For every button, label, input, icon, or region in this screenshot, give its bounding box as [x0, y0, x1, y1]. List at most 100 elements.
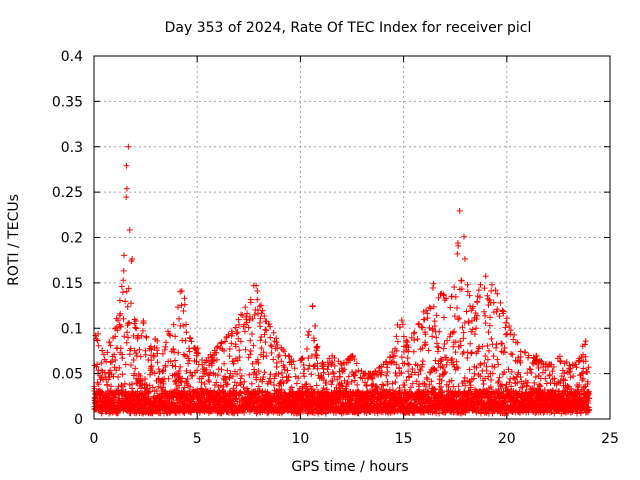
data-point	[137, 385, 144, 392]
data-point	[226, 353, 233, 360]
data-point	[119, 371, 126, 378]
data-point	[237, 338, 244, 345]
data-point	[433, 312, 440, 319]
data-point	[488, 287, 495, 294]
data-point	[369, 382, 376, 389]
data-point	[234, 371, 241, 378]
data-point	[466, 366, 473, 373]
data-point	[153, 388, 160, 395]
data-point	[123, 288, 130, 295]
data-point	[257, 315, 264, 322]
data-point	[494, 356, 501, 363]
data-point	[112, 333, 119, 340]
data-point	[183, 329, 190, 336]
data-point	[543, 380, 550, 387]
data-point	[187, 383, 194, 390]
data-point	[160, 380, 167, 387]
data-point	[121, 380, 128, 387]
data-point	[249, 315, 256, 322]
data-point	[117, 310, 124, 317]
data-point	[185, 360, 192, 367]
data-point	[503, 320, 510, 327]
data-point	[213, 349, 220, 356]
data-point	[107, 342, 114, 349]
data-point	[117, 345, 124, 352]
data-point	[148, 346, 155, 353]
data-point	[510, 336, 517, 343]
data-point	[468, 349, 475, 356]
data-point	[94, 337, 101, 344]
data-point	[276, 352, 283, 359]
data-point	[455, 383, 462, 390]
data-point	[281, 348, 288, 355]
data-point	[177, 288, 184, 295]
data-point	[110, 373, 117, 380]
data-point	[180, 322, 187, 329]
data-point	[270, 382, 277, 389]
data-point	[130, 372, 137, 379]
data-point	[126, 226, 133, 233]
y-tick-label: 0.15	[52, 276, 83, 292]
data-point	[107, 367, 114, 374]
data-point	[246, 371, 253, 378]
data-point	[134, 335, 141, 342]
x-tick-label: 25	[601, 431, 619, 447]
data-point	[503, 315, 510, 322]
data-point	[226, 345, 233, 352]
data-point	[258, 345, 265, 352]
data-point	[120, 277, 127, 284]
data-point	[293, 380, 300, 387]
data-point	[218, 339, 225, 346]
data-point	[542, 375, 549, 382]
data-point	[331, 363, 338, 370]
data-point	[172, 357, 179, 364]
data-point	[108, 383, 115, 390]
data-point	[452, 349, 459, 356]
data-point	[438, 357, 445, 364]
data-point	[125, 285, 132, 292]
data-point	[226, 390, 233, 397]
data-point	[205, 377, 212, 384]
data-point	[235, 321, 242, 328]
data-point	[147, 388, 154, 395]
data-point	[154, 350, 161, 357]
y-tick-label: 0.4	[61, 49, 83, 65]
data-point	[309, 302, 316, 309]
data-point	[213, 356, 220, 363]
data-point	[532, 374, 539, 381]
data-point	[121, 333, 128, 340]
data-point	[116, 297, 123, 304]
data-point	[546, 371, 553, 378]
data-point	[398, 354, 405, 361]
data-point	[237, 375, 244, 382]
data-point	[113, 367, 120, 374]
data-point	[206, 378, 213, 385]
data-point	[235, 316, 242, 323]
data-point	[482, 273, 489, 280]
data-point	[242, 346, 249, 353]
data-point	[167, 332, 174, 339]
data-point	[249, 360, 256, 367]
data-point	[181, 295, 188, 302]
data-point	[201, 380, 208, 387]
data-point	[267, 323, 274, 330]
data-point	[308, 371, 315, 378]
data-point	[258, 302, 265, 309]
data-point	[178, 302, 185, 309]
data-point	[223, 381, 230, 388]
data-point	[146, 382, 153, 389]
data-point	[255, 367, 262, 374]
data-point	[123, 194, 130, 201]
data-point	[136, 378, 143, 385]
data-point	[170, 321, 177, 328]
data-point	[245, 324, 252, 331]
data-point	[231, 379, 238, 386]
data-point	[186, 334, 193, 341]
data-point	[275, 370, 282, 377]
data-point	[207, 369, 214, 376]
data-point	[141, 394, 148, 401]
data-point	[177, 363, 184, 370]
data-point	[460, 233, 467, 240]
y-tick-label: 0.2	[61, 231, 83, 247]
data-point	[142, 351, 149, 358]
